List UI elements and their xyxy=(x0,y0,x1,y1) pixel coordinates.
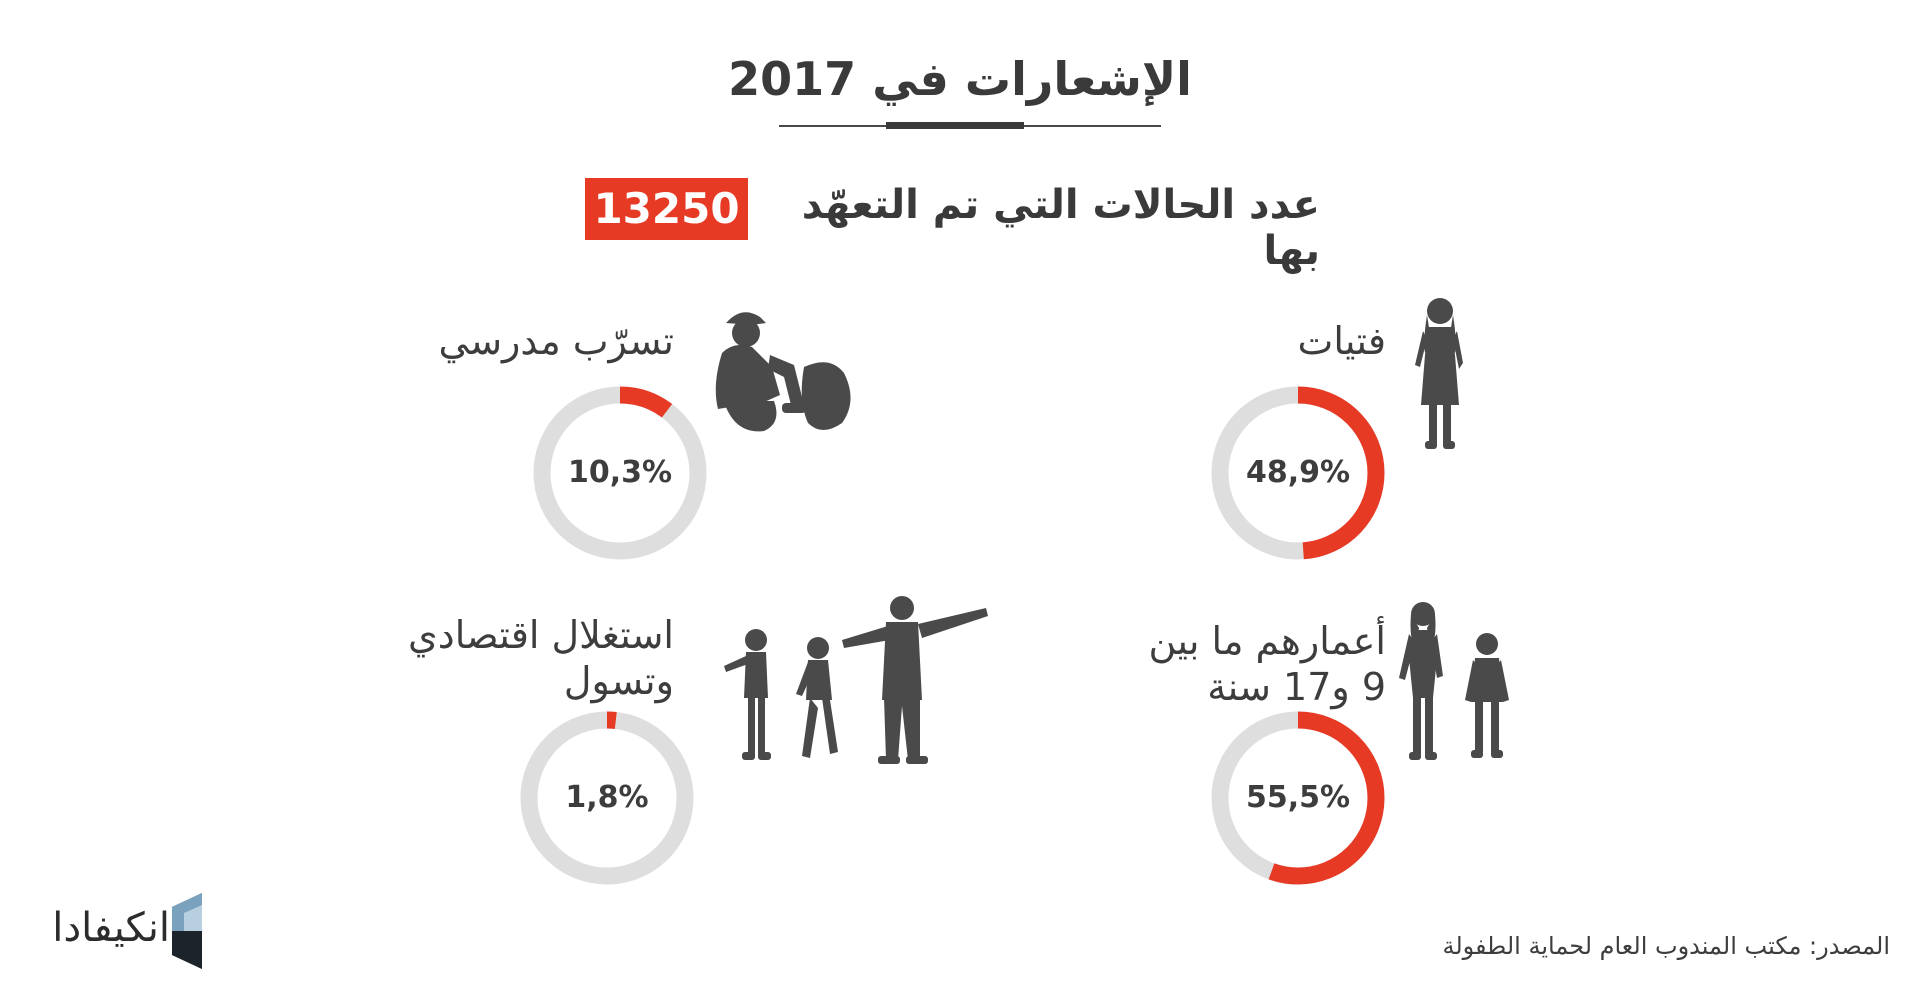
inkyfada-logo-icon xyxy=(172,893,202,969)
source-note: المصدر: مكتب المندوب العام لحماية الطفول… xyxy=(1442,932,1890,960)
sitting-child-silhouette-icon xyxy=(715,312,851,432)
girl-silhouette-icon xyxy=(1415,298,1463,449)
man-pointing-children-silhouette-icon xyxy=(724,596,988,764)
stat-label-girls: فتيات xyxy=(1150,318,1386,364)
donut-value-arc xyxy=(1211,386,1385,560)
donut-school-dropout xyxy=(533,386,707,560)
stat-label-school-dropout: تسرّب مدرسي xyxy=(436,318,674,364)
donut-value-arc xyxy=(1211,711,1385,885)
total-cases-badge: 13250 xyxy=(585,178,748,240)
stat-value-girls: 48,9% xyxy=(1245,455,1351,490)
stat-value-school-dropout: 10,3% xyxy=(567,455,673,490)
stat-label-line: تسرّب مدرسي xyxy=(438,319,674,363)
donut-ages xyxy=(1211,711,1385,885)
title-divider-accent xyxy=(886,122,1024,129)
infographic-title: الإشعارات في 2017 xyxy=(728,52,1192,106)
donut-exploitation xyxy=(520,711,694,885)
brand-name: انكيفادا xyxy=(52,905,170,951)
donut-value-arc xyxy=(533,386,707,560)
donut-value-arc xyxy=(520,711,694,885)
donut-girls xyxy=(1211,386,1385,560)
stat-label-line: 9 و17 سنة xyxy=(1207,665,1386,709)
two-children-silhouette-icon xyxy=(1399,602,1509,760)
stat-label-line: وتسول xyxy=(563,659,674,703)
stat-value-ages: 55,5% xyxy=(1245,780,1351,815)
stat-label-line: استغلال اقتصادي xyxy=(408,613,674,657)
stat-value-exploitation: 1,8% xyxy=(565,780,649,815)
headline-label: عدد الحالات التي تم التعهّد بها xyxy=(801,182,1320,274)
stat-label-exploitation: استغلال اقتصادي وتسول xyxy=(380,612,674,704)
stat-label-ages: أعمارهم ما بين 9 و17 سنة xyxy=(1100,618,1386,710)
stat-label-line: أعمارهم ما بين xyxy=(1148,619,1386,663)
stat-label-line: فتيات xyxy=(1297,319,1386,363)
